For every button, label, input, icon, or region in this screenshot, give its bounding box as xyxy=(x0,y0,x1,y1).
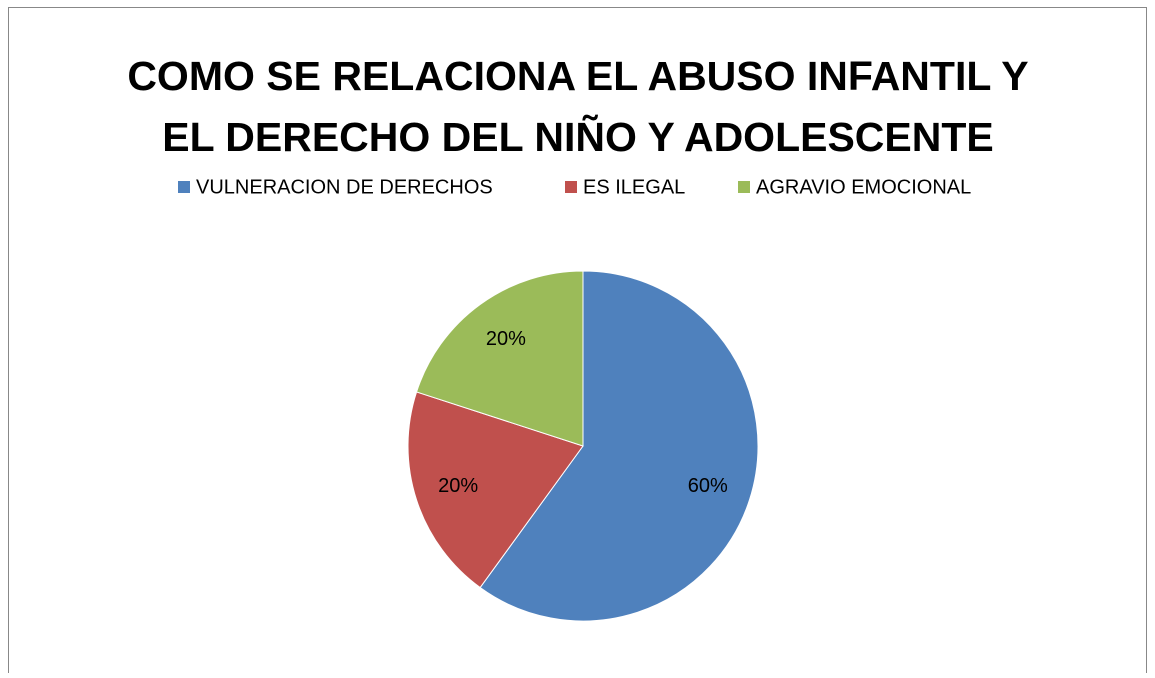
pie-slice xyxy=(407,391,584,589)
data-label: 60% xyxy=(688,475,728,497)
chart-title: EL DERECHO DEL NIÑO Y ADOLESCENTE xyxy=(162,114,994,160)
pie-slice xyxy=(479,270,759,622)
legend-label: ES ILEGAL xyxy=(583,176,685,198)
chart-title: COMO SE RELACIONA EL ABUSO INFANTIL Y xyxy=(127,53,1028,99)
legend-swatch xyxy=(565,181,577,193)
legend-swatch xyxy=(738,181,750,193)
legend-label: VULNERACION DE DERECHOS xyxy=(196,176,493,198)
legend-swatch xyxy=(178,181,190,193)
pie-slice xyxy=(415,270,584,447)
legend-label: AGRAVIO EMOCIONAL xyxy=(756,176,971,198)
data-label: 20% xyxy=(438,475,478,497)
data-label: 20% xyxy=(486,328,526,350)
